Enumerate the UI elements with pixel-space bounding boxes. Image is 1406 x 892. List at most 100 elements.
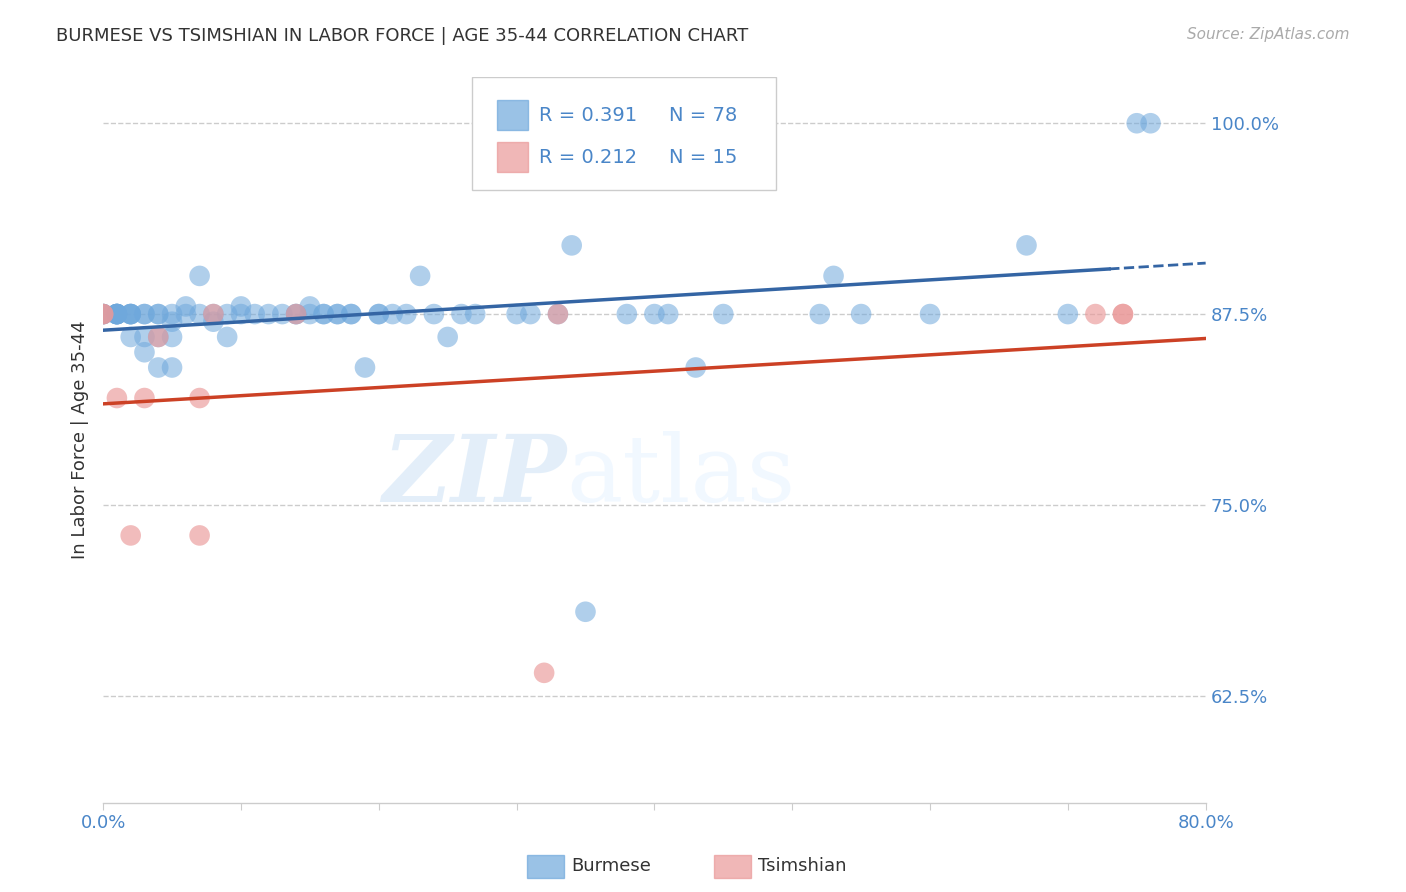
Point	[1125, 116, 1147, 130]
Point	[436, 330, 458, 344]
Point	[257, 307, 280, 321]
Point	[271, 307, 294, 321]
Point	[450, 307, 472, 321]
Point	[243, 307, 266, 321]
Point	[105, 307, 128, 321]
Text: R = 0.391: R = 0.391	[538, 105, 637, 125]
Text: Source: ZipAtlas.com: Source: ZipAtlas.com	[1187, 27, 1350, 42]
Point	[148, 330, 170, 344]
Point	[409, 268, 432, 283]
Point	[298, 300, 321, 314]
Point	[1084, 307, 1107, 321]
Point	[217, 307, 239, 321]
Text: N = 15: N = 15	[669, 148, 737, 167]
Point	[120, 307, 142, 321]
Point	[229, 307, 252, 321]
Point	[120, 307, 142, 321]
Point	[643, 307, 665, 321]
Point	[285, 307, 308, 321]
Point	[381, 307, 404, 321]
Point	[367, 307, 389, 321]
Point	[120, 307, 142, 321]
Text: Tsimshian: Tsimshian	[758, 857, 846, 875]
Point	[160, 315, 183, 329]
Bar	[496, 100, 527, 130]
Point	[202, 307, 225, 321]
Point	[561, 238, 583, 252]
Point	[134, 307, 156, 321]
Point	[326, 307, 349, 321]
Point	[547, 307, 569, 321]
Point	[464, 307, 486, 321]
Point	[395, 307, 418, 321]
Point	[1112, 307, 1135, 321]
Point	[533, 665, 555, 680]
Point	[134, 330, 156, 344]
Point	[1056, 307, 1078, 321]
Point	[105, 391, 128, 405]
Point	[229, 300, 252, 314]
Point	[312, 307, 335, 321]
Point	[685, 360, 707, 375]
Point	[105, 307, 128, 321]
Point	[105, 307, 128, 321]
Point	[519, 307, 541, 321]
Point	[188, 268, 211, 283]
Bar	[496, 142, 527, 172]
Point	[574, 605, 596, 619]
Point	[1112, 307, 1135, 321]
Point	[340, 307, 363, 321]
Point	[188, 307, 211, 321]
Point	[285, 307, 308, 321]
Point	[657, 307, 679, 321]
Text: N = 78: N = 78	[669, 105, 737, 125]
Point	[312, 307, 335, 321]
Point	[188, 391, 211, 405]
Point	[160, 307, 183, 321]
Point	[91, 307, 114, 321]
Point	[91, 307, 114, 321]
Point	[616, 307, 638, 321]
Text: Burmese: Burmese	[571, 857, 651, 875]
Point	[354, 360, 377, 375]
Point	[148, 330, 170, 344]
Point	[91, 307, 114, 321]
Point	[148, 307, 170, 321]
Point	[134, 391, 156, 405]
Y-axis label: In Labor Force | Age 35-44: In Labor Force | Age 35-44	[72, 321, 89, 559]
Point	[148, 360, 170, 375]
Point	[188, 528, 211, 542]
Point	[423, 307, 446, 321]
Point	[298, 307, 321, 321]
Point	[367, 307, 389, 321]
Point	[202, 307, 225, 321]
Point	[1139, 116, 1161, 130]
Point	[120, 528, 142, 542]
Point	[148, 307, 170, 321]
Point	[105, 307, 128, 321]
Point	[105, 307, 128, 321]
Point	[105, 307, 128, 321]
Point	[105, 307, 128, 321]
Point	[326, 307, 349, 321]
Point	[174, 300, 197, 314]
Point	[91, 307, 114, 321]
Point	[160, 330, 183, 344]
Point	[808, 307, 831, 321]
Point	[1015, 238, 1038, 252]
Text: R = 0.212: R = 0.212	[538, 148, 637, 167]
Point	[120, 307, 142, 321]
Point	[340, 307, 363, 321]
Point	[505, 307, 527, 321]
Point	[174, 307, 197, 321]
Point	[120, 330, 142, 344]
FancyBboxPatch shape	[472, 78, 776, 190]
Point	[217, 330, 239, 344]
Point	[849, 307, 872, 321]
Point	[823, 268, 845, 283]
Point	[202, 315, 225, 329]
Text: atlas: atlas	[567, 431, 796, 521]
Point	[134, 345, 156, 359]
Point	[134, 307, 156, 321]
Point	[285, 307, 308, 321]
